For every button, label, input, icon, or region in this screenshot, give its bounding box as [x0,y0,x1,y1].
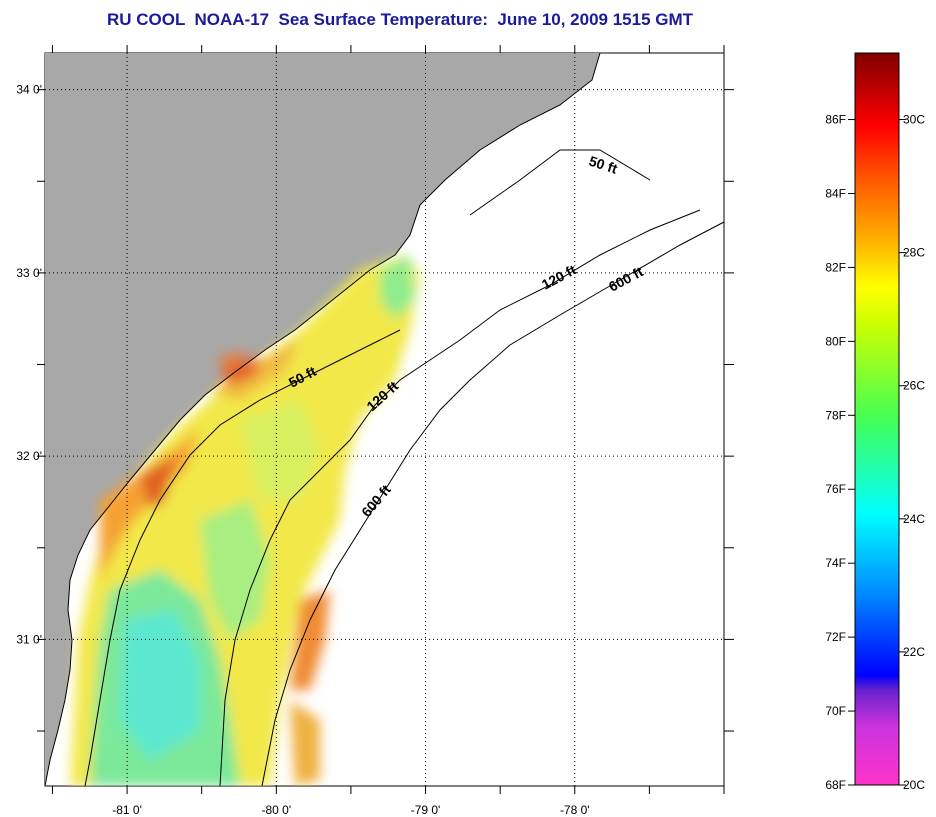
colorbar-f-label: 82F [825,260,846,274]
map-title: RU COOL NOAA-17 Sea Surface Temperature:… [106,10,694,29]
colorbar-f-label: 86F [825,113,846,127]
coastline [45,53,601,786]
colorbar-c-label: 26C [903,379,925,393]
colorbar: 86F 84F 82F 80F 78F 76F 74F 72F 70F 68F 30C 28C 26C 2… [825,52,925,792]
lat-tick-label: 32 0' [16,449,42,463]
colorbar-c-label: 22C [903,645,925,659]
isobath-600ft [261,221,724,786]
colorbar-f-label: 74F [825,556,846,570]
land-area [45,53,600,786]
lon-tick-label: -80 0' [261,803,291,817]
colorbar-gradient [854,52,900,786]
isobath-120ft [219,209,701,786]
colorbar-c-label: 30C [903,113,925,127]
colorbar-c-label: 28C [903,246,925,260]
lat-tick-label: 34 0' [16,83,42,97]
colorbar-c-label: 20C [903,778,925,792]
sst-data-field [70,255,420,786]
colorbar-c-label: 24C [903,512,925,526]
lon-tick-label: -79 0' [411,803,441,817]
lon-tick-label: -81 0' [112,803,142,817]
colorbar-f-label: 72F [825,630,846,644]
colorbar-f-label: 80F [825,334,846,348]
axis-ticks: 34 0' 33 0' 32 0' 31 0' -81 0' -80 0' -79 0' -7… [16,45,734,817]
colorbar-f-label: 78F [825,408,846,422]
colorbar-f-label: 68F [825,778,846,792]
lon-tick-label: -78 0' [560,803,590,817]
lat-tick-label: 31 0' [16,632,42,646]
isobath-50ft [84,149,651,786]
colorbar-f-label: 84F [825,186,846,200]
colorbar-f-label: 70F [825,704,846,718]
lat-tick-label: 33 0' [16,266,42,280]
colorbar-f-label: 76F [825,482,846,496]
